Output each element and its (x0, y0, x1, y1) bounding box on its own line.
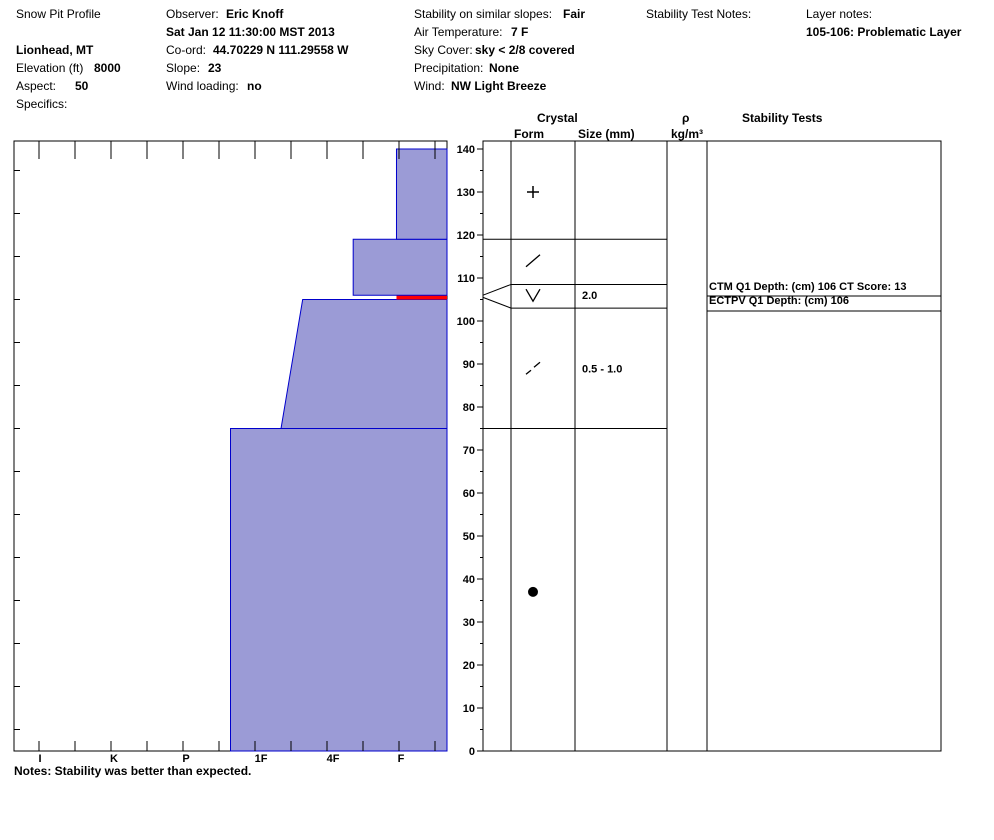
crystal-form-symbol (525, 288, 541, 303)
hardness-layer-4 (395, 148, 448, 240)
wind-value: NW Light Breeze (451, 79, 547, 93)
hardness-tick-label: 4F (327, 753, 340, 765)
depth-tick-label: 140 (457, 144, 475, 156)
form-heading: Form (514, 127, 544, 141)
size-heading: Size (mm) (578, 127, 635, 141)
wind-loading-value: no (247, 79, 262, 93)
coord-value: 44.70229 N 111.29558 W (213, 43, 349, 57)
hardness-layer-3 (352, 238, 448, 296)
slope-value: 23 (208, 61, 222, 75)
aspect-value: 50 (75, 79, 89, 93)
stability-value: Fair (563, 7, 586, 21)
air-temp-value: 7 F (511, 25, 529, 39)
coord-label: Co-ord: (166, 43, 207, 57)
hardness-layer-1 (280, 299, 448, 429)
crystal-heading: Crystal (537, 111, 578, 125)
depth-tick-label: 110 (457, 273, 475, 285)
depth-tick-label: 100 (457, 316, 475, 328)
layer-connector (482, 283, 512, 296)
wind-loading-label: Wind loading: (166, 79, 239, 93)
weak-layer-bar (396, 295, 447, 300)
depth-tick-label: 30 (463, 617, 475, 629)
depth-tick-label: 70 (463, 445, 475, 457)
stability-tests-heading: Stability Tests (742, 111, 823, 125)
crystal-size-label: 2.0 (582, 290, 597, 302)
depth-tick-label: 20 (463, 660, 475, 672)
crystal-form-symbol (525, 254, 541, 268)
density-symbol: ρ (682, 111, 690, 125)
location: Lionhead, MT (16, 43, 94, 57)
profile-title: Snow Pit Profile (16, 7, 101, 21)
hardness-tick-label: F (398, 753, 405, 765)
hardness-tick-label: K (110, 753, 118, 765)
depth-tick-label: 40 (463, 574, 475, 586)
profile-table-frame (482, 140, 942, 752)
slope-label: Slope: (166, 61, 201, 75)
elevation-value: 8000 (94, 61, 121, 75)
specifics-label: Specifics: (16, 97, 68, 111)
layer-notes-label: Layer notes: (806, 7, 873, 21)
depth-tick-label: 60 (463, 488, 475, 500)
stability-test-result: ECTPV Q1 Depth: (cm) 106 (709, 295, 849, 307)
stability-label: Stability on similar slopes: (414, 7, 553, 21)
density-unit: kg/m³ (671, 127, 704, 141)
hardness-layer-0 (230, 428, 448, 752)
depth-tick-label: 120 (457, 230, 475, 242)
layer-connector (482, 296, 512, 309)
depth-tick-label: 10 (463, 703, 475, 715)
crystal-form-symbol (533, 361, 541, 368)
precipitation-value: None (489, 61, 519, 75)
sky-cover-label: Sky Cover: (414, 43, 473, 57)
depth-tick-label: 0 (469, 746, 475, 758)
elevation-label: Elevation (ft) (16, 61, 84, 75)
aspect-label: Aspect: (16, 79, 57, 93)
profile-notes: Notes: Stability was better than expecte… (14, 764, 252, 778)
stability-test-result: CTM Q1 Depth: (cm) 106 CT Score: 13 (709, 281, 906, 293)
depth-tick-label: 80 (463, 402, 475, 414)
hardness-tick-label: I (38, 753, 41, 765)
precipitation-label: Precipitation: (414, 61, 484, 75)
crystal-form-symbol (525, 369, 532, 375)
observer-label: Observer: (166, 7, 219, 21)
hardness-tick-label: P (182, 753, 189, 765)
stability-test-notes-label: Stability Test Notes: (646, 7, 752, 21)
air-temp-label: Air Temperature: (414, 25, 503, 39)
hardness-tick-label: 1F (255, 753, 268, 765)
depth-tick-label: 90 (463, 359, 475, 371)
observer-value: Eric Knoff (226, 7, 284, 21)
crystal-size-label: 0.5 - 1.0 (582, 363, 622, 375)
observation-datetime: Sat Jan 12 11:30:00 MST 2013 (166, 25, 335, 39)
wind-label: Wind: (414, 79, 445, 93)
sky-cover-value: sky < 2/8 covered (475, 43, 575, 57)
depth-tick-label: 130 (457, 187, 475, 199)
crystal-form-symbol (528, 586, 538, 597)
layer-notes-value: 105-106: Problematic Layer (806, 25, 962, 39)
depth-tick-label: 50 (463, 531, 475, 543)
